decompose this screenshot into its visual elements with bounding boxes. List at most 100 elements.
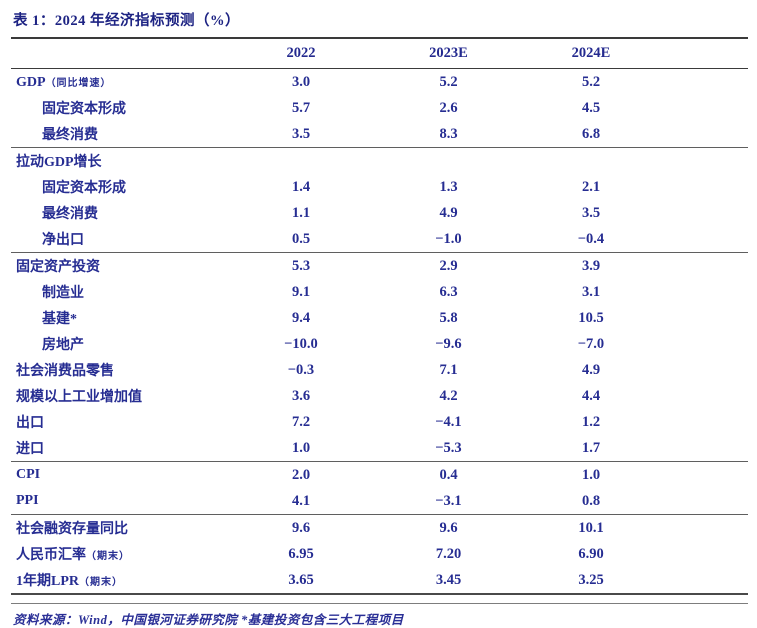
- cell-value: 7.2: [291, 413, 311, 430]
- row-label: 制造业: [11, 279, 231, 305]
- filler-cell: [656, 95, 748, 121]
- cell-value: 0.8: [526, 488, 656, 515]
- table-row: 进口 1.0 −5.3 1.7: [11, 435, 748, 462]
- filler-cell: [656, 279, 748, 305]
- cell-value: 0.5: [231, 226, 371, 253]
- cell-value: 2.0: [291, 466, 311, 483]
- table-row: 人民币汇率（期末） 6.95 7.20 6.90: [11, 541, 748, 567]
- row-label: 最终消费: [11, 121, 231, 148]
- cell-value: 1.0: [231, 435, 371, 462]
- row-label: 社会消费品零售: [11, 357, 231, 383]
- filler-cell: [656, 462, 748, 489]
- row-label-text: 社会融资存量同比: [16, 522, 128, 537]
- economic-forecast-table: 2022 2023E 2024E GDP（同比增速） 3.0 5.2 5.2 固定资本形…: [11, 37, 748, 595]
- cell-value: 1.2: [581, 413, 601, 430]
- row-label-text: 制造业: [42, 286, 84, 301]
- cell-value: 4.9: [581, 361, 601, 378]
- row-label-suffix: （期末）: [86, 551, 130, 562]
- cell-value: 4.2: [439, 387, 458, 404]
- row-label-text: 拉动GDP增长: [16, 155, 102, 170]
- table-row: 社会融资存量同比 9.6 9.6 10.1: [11, 515, 748, 542]
- cell-value: [371, 148, 526, 175]
- cell-value: 1.1: [291, 204, 311, 221]
- filler-cell: [656, 305, 748, 331]
- cell-value: 10.5: [578, 309, 604, 326]
- cell-value: 1.0: [581, 466, 601, 483]
- cell-value: 10.1: [578, 519, 604, 536]
- table-row: 制造业 9.1 6.3 3.1: [11, 279, 748, 305]
- row-label-text: 固定资本形成: [42, 181, 126, 196]
- filler-cell: [656, 200, 748, 226]
- row-label-text: GDP: [16, 74, 46, 90]
- cell-value: 3.0: [291, 73, 311, 90]
- filler-cell: [656, 121, 748, 148]
- filler-cell: [656, 174, 748, 200]
- table-row: 房地产 −10.0 −9.6 −7.0: [11, 331, 748, 357]
- row-label-text: 房地产: [42, 338, 84, 353]
- cell-value: 1.4: [291, 178, 311, 195]
- cell-value: 2.1: [581, 178, 601, 195]
- row-label-suffix: （期末）: [79, 577, 123, 588]
- table-row: 净出口 0.5 −1.0 −0.4: [11, 226, 748, 253]
- cell-value: 5.2: [581, 73, 601, 90]
- table-row: 最终消费 1.1 4.9 3.5: [11, 200, 748, 226]
- table-row: PPI 4.1 −3.1 0.8: [11, 488, 748, 515]
- row-label: 人民币汇率（期末）: [11, 541, 231, 567]
- cell-value: 3.5: [581, 204, 601, 221]
- table-row: 固定资本形成 1.4 1.3 2.1: [11, 174, 748, 200]
- row-label-suffix: （同比增速）: [45, 77, 112, 89]
- filler-cell: [656, 357, 748, 383]
- table-title: 表 1：2024 年经济指标预测（%）: [13, 13, 240, 29]
- cell-value: −5.3: [371, 435, 526, 462]
- cell-value: 5.7: [291, 99, 311, 116]
- row-label-text: 人民币汇率: [16, 548, 86, 563]
- row-label: 最终消费: [11, 200, 231, 226]
- filler-cell: [656, 515, 748, 542]
- row-label-text: 出口: [16, 416, 44, 431]
- cell-value: 6.90: [578, 545, 604, 562]
- row-label-text: 基建*: [42, 312, 77, 327]
- cell-value: 1.3: [439, 178, 458, 195]
- row-label-text: CPI: [16, 467, 41, 482]
- row-label: 出口: [11, 409, 231, 435]
- row-label: 进口: [11, 435, 231, 462]
- source-note: 资料来源：Wind，中国银河证券研究院 *基建投资包含三大工程项目: [11, 603, 748, 628]
- cell-value: 3.65: [231, 567, 371, 595]
- cell-value: 3.25: [526, 567, 656, 595]
- cell-value: 9.4: [291, 309, 311, 326]
- filler-cell: [656, 435, 748, 462]
- row-label: 拉动GDP增长: [11, 148, 231, 175]
- row-label: 规模以上工业增加值: [11, 383, 231, 409]
- cell-value: 3.9: [581, 257, 601, 274]
- table-body: GDP（同比增速） 3.0 5.2 5.2 固定资本形成 5.7 2.6 4.5 最终消费 3.5…: [11, 69, 748, 595]
- cell-value: 6.3: [439, 283, 458, 300]
- cell-value: 0.4: [439, 466, 458, 483]
- cell-value: 6.95: [288, 545, 314, 562]
- table-row: 拉动GDP增长: [11, 148, 748, 175]
- cell-value: 8.3: [371, 121, 526, 148]
- row-label: CPI: [11, 462, 231, 489]
- cell-value: 2.6: [439, 99, 458, 116]
- row-label-text: 进口: [16, 442, 44, 457]
- cell-value: 4.1: [231, 488, 371, 515]
- header-label-spacer: [11, 38, 231, 69]
- row-label-text: 1年期LPR: [16, 574, 79, 589]
- cell-value: −3.1: [371, 488, 526, 515]
- cell-value: 9.6: [291, 519, 311, 536]
- row-label: 1年期LPR（期末）: [11, 567, 231, 595]
- row-label-text: 固定资产投资: [16, 260, 100, 275]
- cell-value: 5.3: [291, 257, 311, 274]
- row-label-text: PPI: [16, 493, 39, 508]
- row-label-text: 固定资本形成: [42, 102, 126, 117]
- table-row: CPI 2.0 0.4 1.0: [11, 462, 748, 489]
- table-row: 规模以上工业增加值 3.6 4.2 4.4: [11, 383, 748, 409]
- cell-value: 7.1: [439, 361, 458, 378]
- cell-value: 4.5: [581, 99, 601, 116]
- row-label: 基建*: [11, 305, 231, 331]
- cell-value: 7.20: [435, 545, 462, 562]
- cell-value: 5.2: [439, 73, 458, 90]
- row-label: 固定资产投资: [11, 253, 231, 280]
- cell-value: −10.0: [284, 335, 318, 352]
- row-label: PPI: [11, 488, 231, 515]
